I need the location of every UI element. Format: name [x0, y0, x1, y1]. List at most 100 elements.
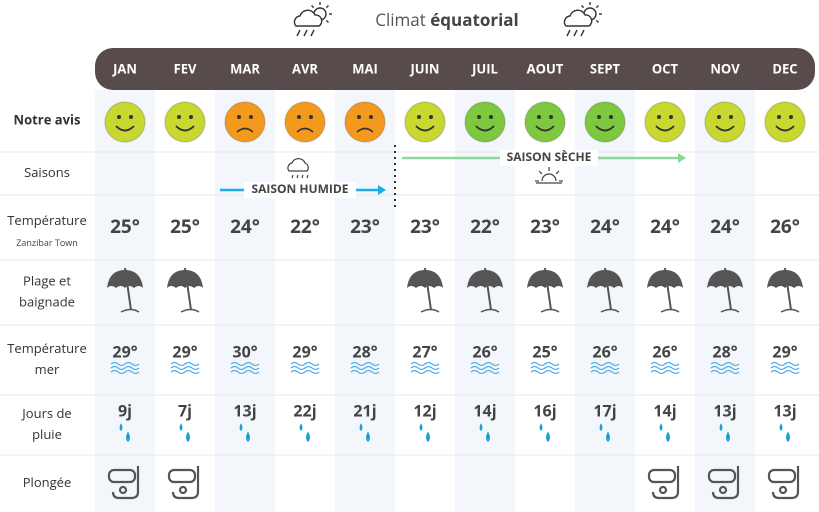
canopy	[647, 270, 683, 288]
temperature: 26°	[770, 213, 800, 239]
eye	[117, 115, 121, 119]
weather-icon	[563, 2, 602, 37]
ray	[325, 5, 329, 9]
month-label: JUIL	[471, 59, 498, 77]
eye	[717, 115, 721, 119]
mouth	[175, 125, 195, 132]
pole	[124, 267, 132, 311]
row-label: pluie	[32, 425, 62, 443]
rain	[291, 174, 309, 179]
eye	[777, 115, 781, 119]
row-label: Jours de	[20, 404, 71, 422]
sand	[720, 308, 740, 313]
sea-temperature: 29°	[772, 340, 797, 362]
sand	[480, 308, 500, 313]
mask	[707, 468, 737, 484]
month-label: OCT	[652, 59, 679, 77]
canopy	[467, 270, 503, 288]
wave	[170, 369, 200, 375]
eye	[477, 115, 481, 119]
mood-face	[284, 101, 326, 143]
mood-face	[164, 101, 206, 143]
month-label: JAN	[112, 59, 137, 77]
wave	[710, 369, 740, 375]
ray	[555, 170, 560, 175]
mouthpiece	[658, 485, 668, 495]
canopy	[707, 270, 743, 288]
temperature: 24°	[230, 213, 260, 239]
face	[104, 101, 146, 143]
wave	[350, 361, 380, 367]
wave	[230, 369, 260, 375]
sea-temperature: 27°	[412, 340, 437, 362]
wave	[110, 361, 140, 367]
rain-days: 7j	[178, 399, 192, 421]
sea-temperature: 29°	[112, 340, 137, 362]
ray	[311, 5, 315, 9]
rain-days: 16j	[533, 399, 556, 421]
column-stripe	[695, 90, 755, 512]
face	[584, 101, 626, 143]
month-label: MAR	[230, 59, 260, 77]
snorkel	[111, 466, 140, 500]
row-label: Plage et	[23, 271, 71, 289]
pole	[424, 267, 432, 311]
eye	[129, 115, 133, 119]
eye	[357, 115, 361, 119]
month-label: JUIN	[409, 59, 439, 77]
mouthpiece	[118, 485, 128, 495]
mood-face	[464, 101, 506, 143]
eye	[657, 115, 661, 119]
sea-temperature: 26°	[652, 340, 677, 362]
wave	[770, 365, 800, 371]
pole	[604, 267, 612, 311]
eye	[237, 115, 241, 119]
rain-drop	[119, 423, 123, 431]
rain-drop	[179, 423, 183, 431]
temperature: 25°	[170, 213, 200, 239]
eye	[597, 115, 601, 119]
sea-temperature: 28°	[712, 340, 737, 362]
rain-drop	[659, 423, 663, 431]
rain-days: 12j	[413, 399, 436, 421]
temperature: 24°	[650, 213, 680, 239]
eye	[537, 115, 541, 119]
wave	[290, 365, 320, 371]
canopy	[527, 270, 563, 288]
sun	[541, 173, 557, 182]
mask-icon	[167, 466, 200, 500]
row-label: mer	[35, 360, 60, 378]
snorkel	[651, 466, 680, 500]
rain-drop	[546, 431, 550, 442]
mood-face	[704, 101, 746, 143]
wave	[650, 369, 680, 375]
rain-drop	[606, 431, 610, 442]
mouthpiece	[718, 485, 728, 495]
face	[704, 101, 746, 143]
row-label: Plongée	[23, 473, 72, 491]
snorkel	[711, 466, 740, 500]
mask-icon	[707, 466, 740, 500]
mouth	[595, 125, 615, 132]
wave	[290, 361, 320, 367]
wave	[110, 369, 140, 375]
rain-days: 22j	[293, 399, 316, 421]
title-bold: équatorial	[430, 8, 519, 31]
cloud	[287, 158, 309, 172]
face	[284, 101, 326, 143]
ray	[595, 19, 599, 23]
wave	[470, 361, 500, 367]
wave	[770, 369, 800, 375]
label-bg	[500, 150, 598, 166]
mouthpiece	[178, 485, 188, 495]
wave	[590, 369, 620, 375]
rain-days: 13j	[233, 399, 256, 421]
rain	[296, 29, 315, 37]
sand	[420, 308, 440, 313]
sand	[540, 308, 560, 313]
row-label: Notre avis	[14, 110, 81, 128]
mood-face	[104, 101, 146, 143]
mask	[767, 468, 797, 484]
canopy	[587, 270, 623, 288]
